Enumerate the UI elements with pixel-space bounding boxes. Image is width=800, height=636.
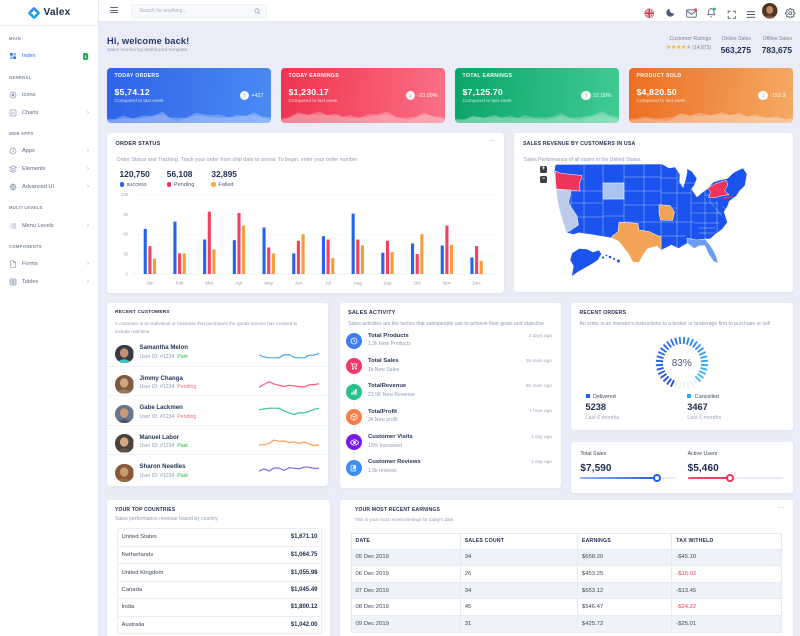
svg-text:Sep: Sep [383,280,392,285]
svg-text:Aug: Aug [353,280,362,285]
svg-text:90: 90 [123,211,128,216]
svg-text:0: 0 [125,271,128,276]
svg-text:Jan: Jan [146,280,154,285]
svg-text:May: May [264,280,273,285]
svg-text:60: 60 [123,231,128,236]
svg-text:120: 120 [121,191,129,196]
svg-text:Apr: Apr [235,280,243,285]
svg-text:Oct: Oct [413,280,421,285]
svg-text:Jul: Jul [325,280,331,285]
svg-text:Feb: Feb [175,280,183,285]
svg-text:Mar: Mar [205,280,213,285]
svg-text:Nov: Nov [442,280,451,285]
svg-text:Jun: Jun [294,280,302,285]
svg-text:Dec: Dec [472,280,481,285]
svg-text:30: 30 [123,251,128,256]
